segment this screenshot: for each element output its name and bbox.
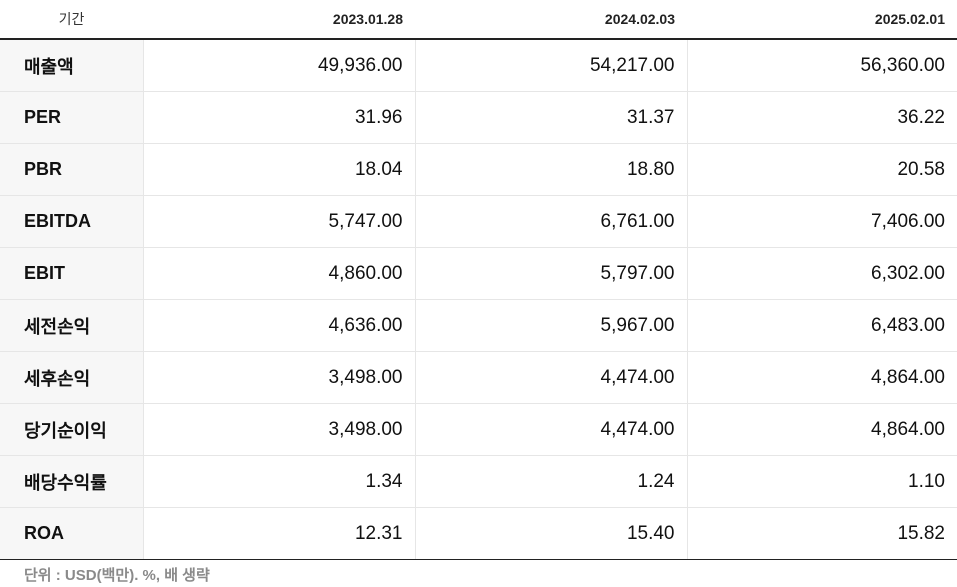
table-cell: 5,797.00	[414, 247, 687, 300]
table-cell: 4,860.00	[142, 247, 415, 300]
table-cell: 31.96	[142, 91, 415, 144]
table-cell: 4,864.00	[686, 403, 957, 456]
table-row: EBITDA 5,747.00 6,761.00 7,406.00	[0, 195, 957, 248]
table-cell: 4,864.00	[686, 351, 957, 404]
row-label: 매출액	[0, 39, 143, 92]
row-label: ROA	[0, 507, 143, 560]
row-label: EBITDA	[0, 195, 143, 248]
table-cell: 1.24	[414, 455, 687, 508]
table-row: EBIT 4,860.00 5,797.00 6,302.00	[0, 247, 957, 300]
table-cell: 15.40	[414, 507, 687, 560]
table-cell: 20.58	[686, 143, 957, 196]
table-row: PER 31.96 31.37 36.22	[0, 91, 957, 144]
date-header: 2025.02.01	[687, 0, 957, 40]
table-cell: 49,936.00	[142, 39, 415, 92]
table-cell: 31.37	[414, 91, 687, 144]
table-cell: 3,498.00	[142, 403, 415, 456]
table-row: ROA 12.31 15.40 15.82	[0, 507, 957, 560]
row-label: 세전손익	[0, 299, 143, 352]
table-row: 배당수익률 1.34 1.24 1.10	[0, 455, 957, 508]
table-cell: 18.04	[142, 143, 415, 196]
table-cell: 4,636.00	[142, 299, 415, 352]
table-cell: 4,474.00	[414, 351, 687, 404]
row-label: PER	[0, 91, 143, 144]
table-cell: 54,217.00	[414, 39, 687, 92]
table-row: 세전손익 4,636.00 5,967.00 6,483.00	[0, 299, 957, 352]
financial-summary-table: 기간 2023.01.28 2024.02.03 2025.02.01 매출액 …	[0, 0, 957, 560]
table-cell: 15.82	[686, 507, 957, 560]
table-cell: 56,360.00	[686, 39, 957, 92]
table-cell: 4,474.00	[414, 403, 687, 456]
row-label: 세후손익	[0, 351, 143, 404]
table-cell: 1.10	[686, 455, 957, 508]
table-cell: 12.31	[142, 507, 415, 560]
table-row: PBR 18.04 18.80 20.58	[0, 143, 957, 196]
row-label: PBR	[0, 143, 143, 196]
period-header: 기간	[0, 0, 143, 40]
table-cell: 5,747.00	[142, 195, 415, 248]
table-cell: 6,302.00	[686, 247, 957, 300]
table-cell: 1.34	[142, 455, 415, 508]
table-cell: 3,498.00	[142, 351, 415, 404]
unit-footnote: 단위 : USD(백만). %, 배 생략	[24, 567, 210, 584]
table-cell: 6,483.00	[686, 299, 957, 352]
row-label: 당기순이익	[0, 403, 143, 456]
date-header: 2023.01.28	[143, 0, 415, 40]
table-row: 당기순이익 3,498.00 4,474.00 4,864.00	[0, 403, 957, 456]
date-header: 2024.02.03	[415, 0, 687, 40]
table-cell: 6,761.00	[414, 195, 687, 248]
table-header-row: 기간 2023.01.28 2024.02.03 2025.02.01	[0, 0, 957, 40]
table-row: 세후손익 3,498.00 4,474.00 4,864.00	[0, 351, 957, 404]
table-cell: 36.22	[686, 91, 957, 144]
row-label: 배당수익률	[0, 455, 143, 508]
table-cell: 7,406.00	[686, 195, 957, 248]
table-cell: 18.80	[414, 143, 687, 196]
table-row: 매출액 49,936.00 54,217.00 56,360.00	[0, 39, 957, 92]
row-label: EBIT	[0, 247, 143, 300]
table-cell: 5,967.00	[414, 299, 687, 352]
